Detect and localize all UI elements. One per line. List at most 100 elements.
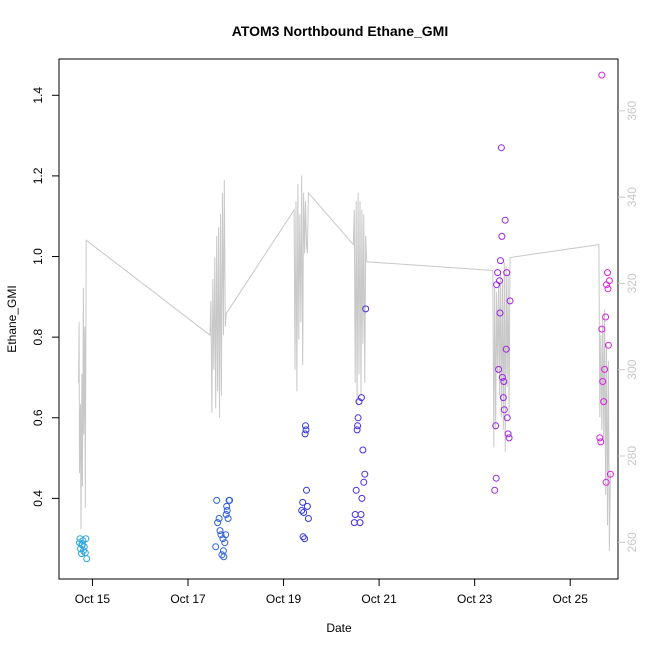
data-point (223, 507, 231, 514)
data-point (597, 438, 605, 446)
x-tick-label: Oct 23 (457, 592, 493, 606)
data-point (304, 515, 312, 522)
data-point (354, 422, 362, 430)
y-tick-label: 0.6 (31, 409, 45, 426)
data-point (505, 434, 513, 442)
data-point (600, 398, 608, 406)
data-point (506, 297, 514, 305)
data-point (222, 511, 230, 518)
data-point (604, 269, 611, 277)
data-point (500, 378, 508, 385)
data-point (353, 426, 361, 434)
scatter-series (76, 71, 614, 563)
data-point (224, 515, 232, 522)
data-point (504, 430, 512, 438)
data-point (362, 305, 370, 313)
x-tick-label: Oct 19 (266, 592, 302, 606)
data-point (303, 486, 310, 494)
line-series-path (78, 175, 611, 552)
data-point (360, 478, 368, 486)
y2-tick-label: 320 (625, 273, 639, 293)
data-point (602, 313, 610, 321)
data-point (604, 341, 612, 349)
data-point (302, 422, 309, 430)
data-point (503, 414, 511, 422)
data-point (298, 507, 306, 514)
data-point (216, 527, 224, 535)
y2-tick-label: 340 (625, 187, 639, 207)
data-point (494, 269, 502, 277)
data-point (214, 519, 222, 527)
data-point (495, 365, 503, 373)
data-point (352, 486, 360, 494)
data-point (499, 394, 507, 402)
data-point (301, 535, 309, 543)
data-point (76, 535, 84, 543)
data-point (221, 539, 229, 547)
data-point (358, 494, 366, 502)
data-point (218, 551, 226, 559)
data-point (496, 277, 503, 285)
line-series (78, 175, 611, 552)
data-point (300, 509, 308, 516)
x-axis-label: Date (326, 621, 352, 635)
data-point (223, 502, 231, 510)
x-tick-label: Oct 17 (170, 592, 206, 606)
data-point (212, 543, 220, 551)
right-axis: 260 280 300 320 340 360 (618, 100, 639, 552)
data-point (213, 496, 221, 504)
y2-tick-label: 300 (625, 359, 639, 379)
data-point (605, 277, 613, 285)
y-tick-label: 1.0 (31, 248, 45, 265)
data-point (498, 373, 506, 381)
data-point (497, 257, 504, 265)
data-point (83, 555, 91, 563)
data-point (503, 269, 511, 277)
left-axis: 0.4 0.6 0.8 1.0 1.2 1.4 (31, 87, 59, 507)
y2-tick-label: 260 (625, 532, 639, 552)
x-tick-label: Oct 25 (553, 592, 589, 606)
plot-frame (58, 58, 619, 580)
data-point (502, 345, 510, 353)
data-point (301, 430, 309, 438)
x-tick-label: Oct 21 (361, 592, 397, 606)
data-point (351, 511, 359, 518)
data-point (222, 531, 230, 539)
chart-title: ATOM3 Northbound Ethane_GMI (232, 23, 448, 39)
bottom-axis: Oct 15 Oct 17 Oct 19 Oct 21 Oct 23 Oct 25 (75, 579, 588, 606)
data-point (361, 470, 369, 478)
data-point (299, 498, 307, 506)
data-point (492, 474, 500, 482)
data-point (226, 496, 234, 504)
x-tick-label: Oct 15 (75, 592, 111, 606)
data-point (219, 547, 227, 555)
data-point (602, 478, 610, 486)
data-point (357, 511, 365, 518)
data-point (302, 426, 310, 434)
y2-tick-label: 280 (625, 446, 639, 466)
data-point (350, 519, 358, 527)
data-point (78, 541, 86, 549)
data-point (598, 71, 606, 79)
y-axis-label: Ethane_GMI (5, 285, 19, 352)
data-point (217, 531, 225, 539)
data-point (601, 365, 609, 373)
data-point (359, 446, 367, 454)
data-point (215, 515, 223, 522)
data-point (497, 144, 505, 152)
y-tick-label: 1.4 (31, 87, 45, 104)
data-point (606, 470, 614, 478)
y2-tick-label: 360 (625, 100, 639, 120)
data-point (299, 533, 307, 541)
data-point (500, 406, 508, 414)
y-tick-label: 0.4 (31, 490, 45, 507)
data-point (599, 378, 607, 385)
data-point (303, 502, 311, 510)
data-point (598, 325, 606, 333)
data-point (354, 414, 362, 422)
data-point (596, 434, 604, 442)
data-point (492, 422, 500, 430)
data-point (491, 486, 499, 494)
data-point (604, 285, 612, 293)
